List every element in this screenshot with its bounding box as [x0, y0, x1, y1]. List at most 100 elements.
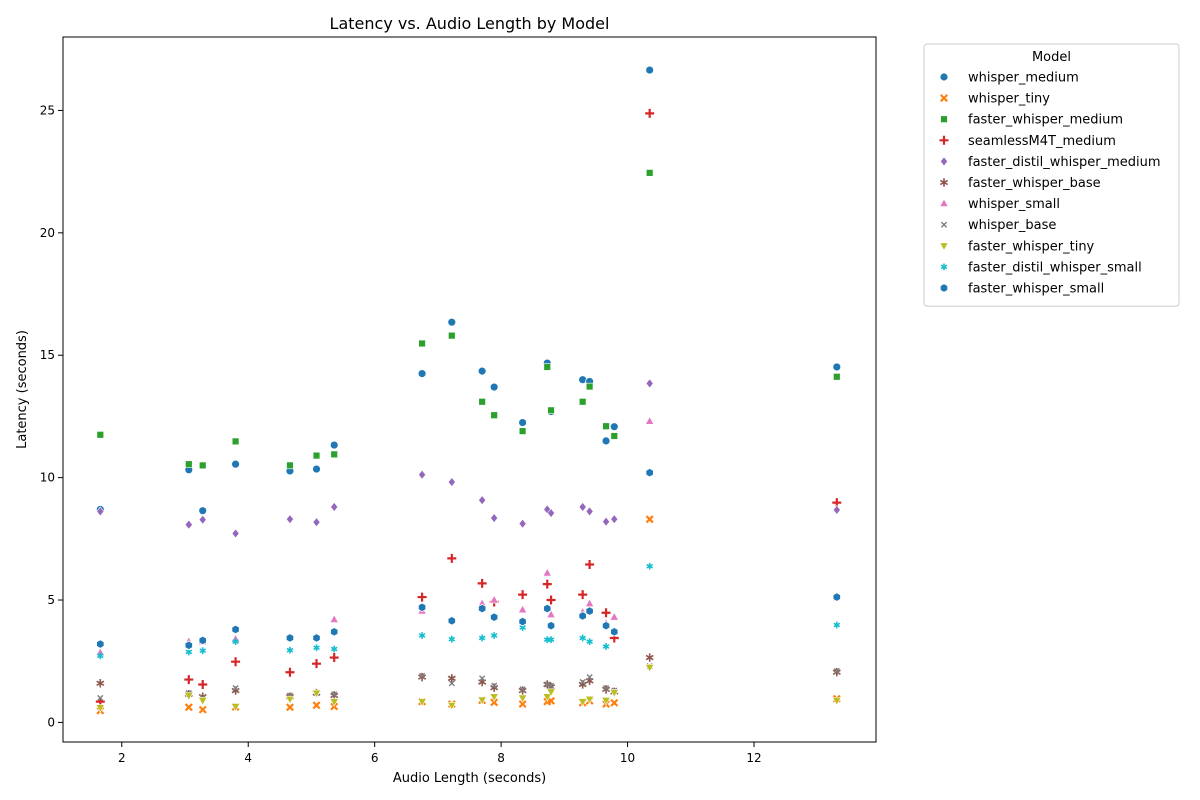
- y-tick-label: 0: [47, 715, 55, 729]
- legend-item: seamlessM4T_medium: [939, 134, 1116, 149]
- legend-box: [923, 43, 1180, 307]
- data-point: [447, 317, 457, 327]
- data-point: [285, 695, 295, 705]
- data-point: [312, 517, 321, 528]
- data-point: [95, 704, 106, 713]
- legend-marker: [940, 94, 948, 103]
- data-point: [578, 502, 587, 512]
- data-point: [312, 701, 321, 710]
- data-point: [231, 437, 240, 446]
- x-tick-label: 12: [746, 751, 761, 765]
- legend-marker: [940, 263, 948, 271]
- chart-title: Latency vs. Audio Length by Model: [330, 14, 610, 33]
- data-point: [546, 595, 556, 605]
- data-point: [286, 461, 294, 470]
- legend-item: faster_whisper_base: [939, 176, 1101, 191]
- data-point: [447, 477, 456, 488]
- legend-marker: [939, 135, 949, 145]
- data-point: [417, 602, 427, 613]
- data-point: [330, 627, 339, 637]
- legend: Model whisper_medium whisper_tiny faster_w…: [923, 43, 1180, 307]
- data-point: [518, 418, 528, 427]
- data-point: [832, 362, 842, 372]
- data-point: [578, 590, 588, 600]
- data-point: [645, 169, 654, 177]
- legend-marker: [940, 156, 948, 167]
- legend-label: faster_whisper_medium: [968, 113, 1123, 128]
- data-point: [542, 693, 552, 702]
- data-point: [645, 467, 654, 478]
- data-point: [644, 416, 655, 425]
- data-point: [418, 672, 426, 680]
- data-point: [184, 675, 194, 685]
- y-tick-label: 15: [40, 348, 55, 362]
- data-point: [833, 667, 840, 675]
- data-point: [519, 686, 526, 693]
- data-point: [609, 422, 619, 432]
- data-point: [602, 422, 610, 430]
- data-point: [198, 679, 208, 689]
- data-point: [478, 495, 487, 506]
- data-point: [232, 638, 239, 646]
- data-point: [518, 518, 527, 529]
- data-point: [490, 513, 499, 523]
- legend-marker: [939, 178, 949, 187]
- data-point: [585, 606, 594, 616]
- series-seamlessM4T_medium: [95, 108, 842, 707]
- legend-marker: [940, 115, 948, 123]
- data-point: [543, 504, 552, 515]
- data-point: [489, 594, 499, 604]
- legend-marker: [939, 242, 949, 252]
- y-tick-label: 5: [47, 593, 55, 607]
- data-point: [832, 592, 841, 602]
- data-point: [418, 632, 426, 639]
- data-point: [645, 108, 655, 118]
- series-whisper_medium: [95, 65, 842, 516]
- series-faster_whisper_base: [96, 653, 841, 701]
- data-point: [601, 620, 611, 631]
- data-point: [97, 694, 104, 702]
- data-point: [447, 616, 456, 626]
- data-point: [645, 515, 654, 524]
- plot-frame: [62, 36, 877, 743]
- data-point: [610, 627, 619, 637]
- data-point: [517, 694, 528, 704]
- legend-item: faster_whisper_medium: [940, 113, 1123, 128]
- legend-marker: [939, 72, 949, 82]
- legend-item: whisper_tiny: [940, 92, 1050, 107]
- data-point: [610, 432, 618, 440]
- legend-title: Model: [1032, 50, 1071, 65]
- data-point: [490, 698, 499, 707]
- data-point: [312, 633, 321, 643]
- data-point: [418, 339, 426, 348]
- data-point: [96, 506, 105, 517]
- data-point: [645, 378, 654, 389]
- legend-label: faster_whisper_small: [968, 282, 1104, 297]
- data-point: [602, 685, 610, 692]
- data-point: [231, 624, 240, 635]
- data-point: [448, 331, 456, 340]
- data-point: [586, 674, 593, 681]
- data-point: [313, 644, 320, 652]
- data-point: [542, 567, 552, 577]
- data-point: [185, 460, 193, 468]
- data-point: [477, 366, 487, 376]
- data-point: [579, 678, 586, 686]
- y-tick-label: 20: [40, 226, 55, 240]
- data-point: [285, 667, 295, 677]
- data-point: [231, 459, 240, 469]
- series-faster_distil_whisper_small: [96, 562, 841, 660]
- data-point: [832, 697, 842, 706]
- series-faster_whisper_small: [96, 467, 841, 651]
- data-point: [609, 689, 619, 698]
- data-point: [645, 653, 654, 662]
- data-point: [230, 703, 241, 712]
- data-point: [184, 703, 193, 712]
- x-axis: 2 4 6 8 10 12: [118, 742, 762, 765]
- data-point: [542, 579, 552, 589]
- data-point: [601, 697, 611, 706]
- data-point: [478, 634, 486, 642]
- data-point: [448, 680, 455, 687]
- x-axis-title: Audio Length (seconds): [393, 771, 546, 786]
